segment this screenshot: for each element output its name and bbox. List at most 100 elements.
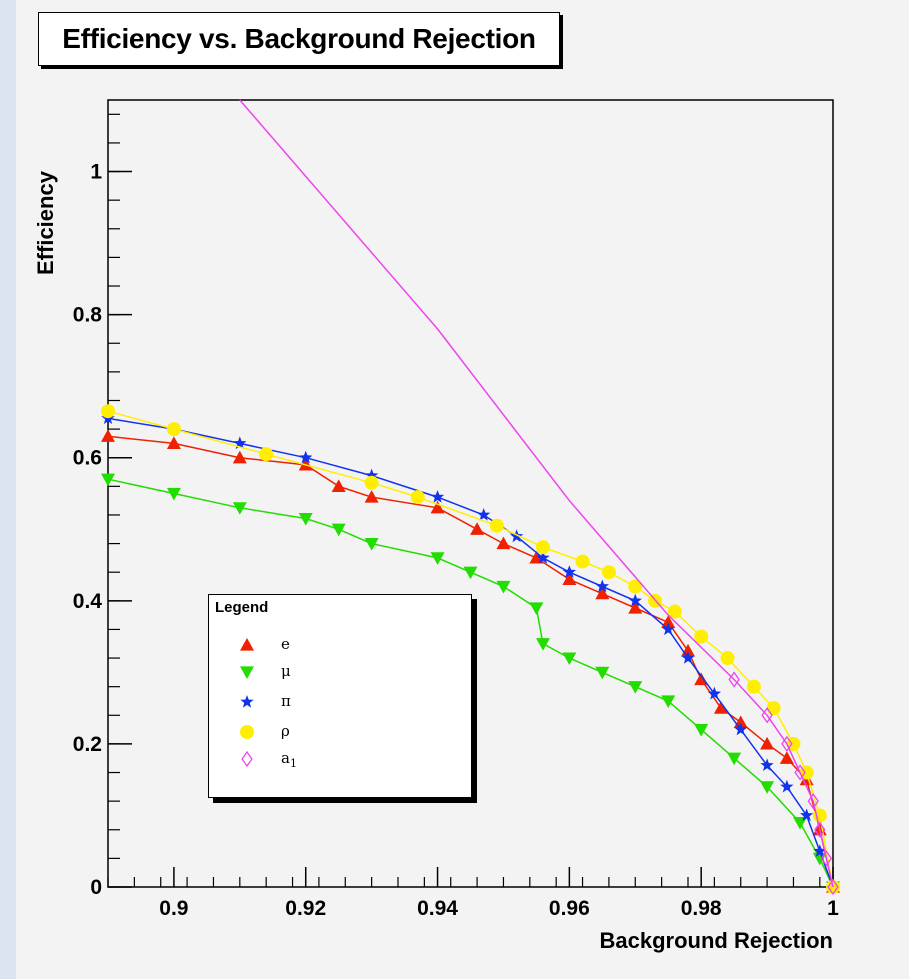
data-point xyxy=(814,821,826,838)
data-point xyxy=(628,593,642,607)
data-point xyxy=(562,652,577,666)
legend-item: a1 xyxy=(209,747,469,771)
legend-marker-shape xyxy=(240,638,254,651)
x-tick-label: 0.94 xyxy=(417,897,458,920)
legend-label: a1 xyxy=(281,749,297,770)
legend-label: e xyxy=(281,635,290,653)
data-point xyxy=(734,722,748,736)
data-point xyxy=(430,490,445,503)
data-point xyxy=(299,450,313,464)
data-point xyxy=(489,518,504,533)
data-point xyxy=(233,436,247,450)
data-point xyxy=(779,751,794,764)
data-point xyxy=(365,468,379,482)
data-point xyxy=(813,844,827,857)
chart-canvas: 0.9 0.92 0.94 0.96 0.98 1 0 0.2 0.4 0.6 0.8 1 Backg… xyxy=(16,0,909,979)
data-point xyxy=(101,404,115,419)
data-point xyxy=(410,490,425,505)
data-point xyxy=(470,522,485,535)
data-point xyxy=(766,701,781,716)
data-point xyxy=(101,473,115,487)
legend-label: π xyxy=(281,692,291,710)
data-point xyxy=(595,586,610,600)
data-point xyxy=(713,701,728,714)
data-point xyxy=(807,793,819,810)
data-point xyxy=(510,529,524,543)
y-axis-title: Efficiency xyxy=(33,170,58,275)
ticks-layer: 0.9 0.92 0.94 0.96 0.98 1 0 0.2 0.4 0.6 0.8 1 xyxy=(73,113,839,920)
data-point xyxy=(681,651,695,664)
data-point xyxy=(232,450,247,464)
data-point xyxy=(575,554,590,569)
data-point xyxy=(827,878,839,896)
legend-label-text: a xyxy=(281,749,290,767)
data-point xyxy=(477,508,491,521)
data-point xyxy=(536,638,550,651)
data-point xyxy=(595,666,610,680)
data-point xyxy=(760,781,775,794)
data-point xyxy=(727,752,742,766)
data-point xyxy=(661,695,676,708)
data-point xyxy=(820,850,833,867)
data-point xyxy=(595,579,609,593)
legend-marker-shape xyxy=(241,750,253,768)
data-point xyxy=(562,572,577,585)
legend-marker-icon xyxy=(240,638,254,651)
legend-label-subscript: 1 xyxy=(289,757,297,770)
data-point xyxy=(694,629,709,644)
data-point xyxy=(728,671,740,688)
data-point xyxy=(720,651,735,666)
data-point xyxy=(364,537,379,551)
x-tick-label: 0.9 xyxy=(159,897,188,920)
data-point xyxy=(331,523,346,537)
data-point xyxy=(166,422,181,437)
legend-title: Legend xyxy=(215,599,269,616)
y-tick-label: 0.8 xyxy=(73,304,103,327)
data-point xyxy=(331,479,346,492)
x-tick-label: 0.98 xyxy=(681,897,722,920)
legend-marker-shape xyxy=(240,725,254,739)
data-point xyxy=(166,436,181,450)
legend-marker-icon xyxy=(240,666,254,679)
data-point xyxy=(166,487,181,501)
legend-marker-icon xyxy=(240,695,254,708)
data-point xyxy=(364,490,379,503)
data-point xyxy=(780,779,794,793)
y-tick-label: 1 xyxy=(90,161,102,184)
data-point xyxy=(707,686,721,700)
data-point xyxy=(761,707,773,724)
data-point xyxy=(667,604,682,619)
data-point xyxy=(463,566,478,580)
data-point xyxy=(628,681,643,694)
data-point xyxy=(496,536,511,550)
y-tick-label: 0.2 xyxy=(73,733,102,756)
legend-marker-shape xyxy=(240,666,254,679)
data-point xyxy=(661,615,676,628)
legend-box: Legend e μ π ρ a1 xyxy=(208,594,472,798)
data-point xyxy=(562,565,576,578)
data-point xyxy=(628,579,643,594)
data-point xyxy=(794,764,806,781)
legend-marker-shape xyxy=(240,695,254,708)
data-point xyxy=(800,808,814,822)
x-tick-label: 0.96 xyxy=(549,897,590,920)
y-tick-label: 0.6 xyxy=(73,447,102,470)
data-point xyxy=(694,724,709,737)
data-point xyxy=(760,758,774,771)
x-tick-label: 0.92 xyxy=(285,897,326,920)
chart-title: Efficiency vs. Background Rejection xyxy=(62,23,536,54)
data-point xyxy=(781,735,793,753)
x-axis-title: Background Rejection xyxy=(600,928,833,953)
chart-svg: 0.9 0.92 0.94 0.96 0.98 1 0 0.2 0.4 0.6 0.8 1 Backg… xyxy=(33,99,840,953)
data-point xyxy=(259,447,274,462)
data-point xyxy=(694,672,709,686)
legend-label-text: ρ xyxy=(281,722,290,740)
data-point xyxy=(746,679,761,694)
data-point xyxy=(529,602,544,615)
legend-item: e xyxy=(209,633,469,657)
data-point xyxy=(628,600,643,614)
legend-item: ρ xyxy=(209,720,469,744)
data-point xyxy=(661,622,675,636)
chart-title-box: Efficiency vs. Background Rejection xyxy=(38,12,560,66)
y-tick-label: 0 xyxy=(90,876,102,899)
